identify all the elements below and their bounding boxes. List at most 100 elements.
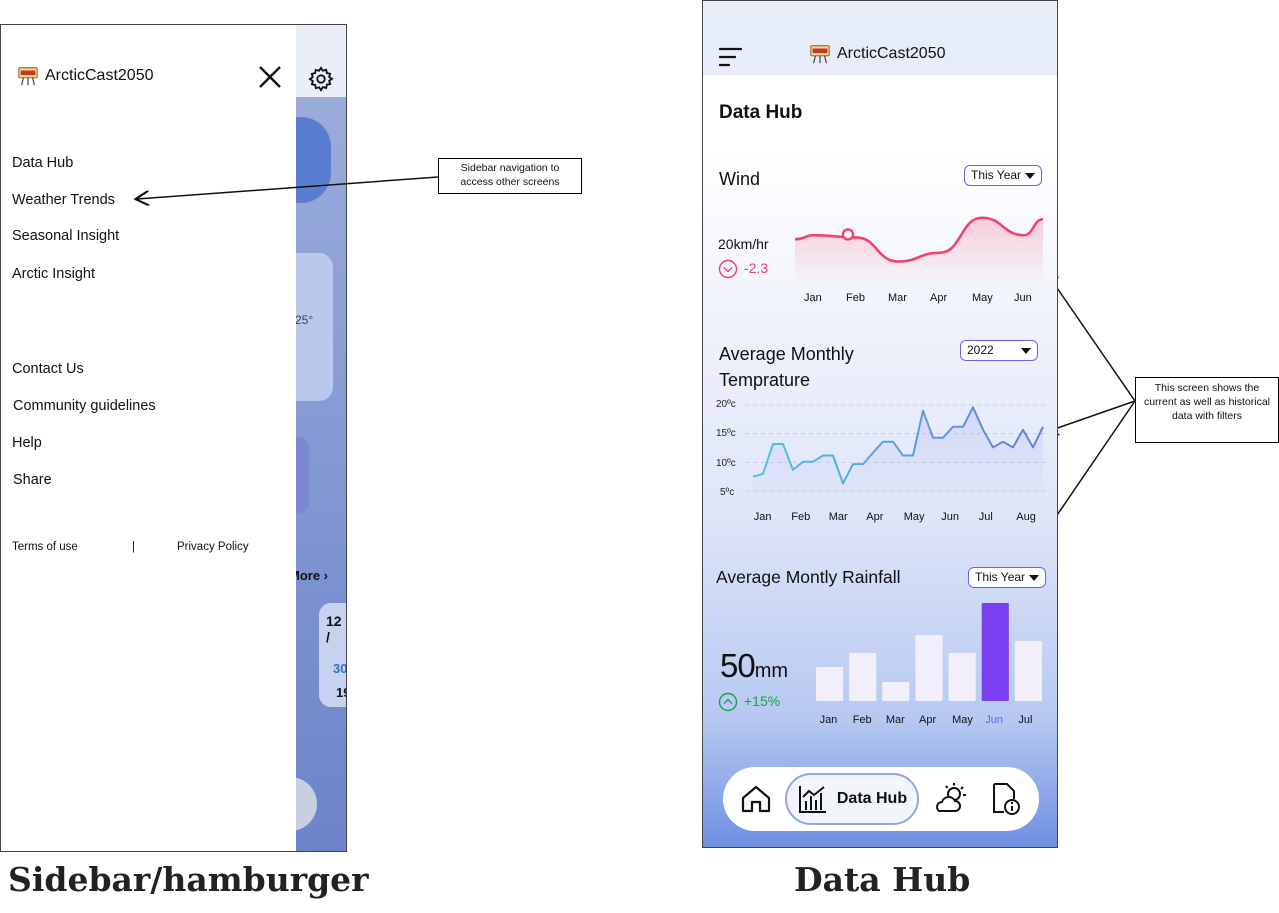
terms-of-use-link[interactable]: Terms of use bbox=[12, 541, 78, 553]
chevron-down-icon bbox=[1029, 575, 1039, 581]
month-label: Jul bbox=[1018, 714, 1033, 726]
temperature-title-line1: Average Monthly bbox=[719, 344, 854, 364]
page-title: Data Hub bbox=[719, 102, 803, 123]
month-label: Jul bbox=[978, 511, 993, 523]
sidebar-phone-screen: 25° More › 12 / 30 19 ArcticCast2050 Dat… bbox=[0, 24, 347, 852]
sidebar-item-help[interactable]: Help bbox=[12, 435, 42, 451]
month-label: Feb bbox=[791, 511, 811, 523]
background-value2-text: 19 bbox=[336, 685, 346, 700]
rainfall-bar-jun bbox=[981, 603, 1009, 701]
nav-data-hub-button[interactable]: Data Hub bbox=[785, 773, 919, 825]
sidebar-item-data-hub[interactable]: Data Hub bbox=[12, 155, 74, 171]
hamburger-menu-icon[interactable] bbox=[719, 47, 743, 67]
background-temp-text: 25° bbox=[295, 313, 314, 327]
temperature-filter-value: 2022 bbox=[967, 343, 994, 357]
wind-line-chart bbox=[794, 216, 1044, 285]
wind-current-value: 20km/hr bbox=[718, 236, 769, 252]
wind-title: Wind bbox=[719, 169, 761, 189]
rainfall-filter-value: This Year bbox=[975, 570, 1026, 584]
temp-y-label-10: 10ºc bbox=[716, 458, 736, 469]
sidebar-item-weather-trends[interactable]: Weather Trends bbox=[12, 192, 115, 208]
rainfall-month-axis: Jan Feb Mar Apr May Jun Jul bbox=[813, 714, 1045, 728]
datahub-callout: This screen shows the current as well as… bbox=[1135, 377, 1279, 443]
temp-y-label-5: 5ºc bbox=[720, 487, 735, 498]
settings-gear-icon[interactable] bbox=[307, 65, 335, 93]
sidebar-item-contact-us[interactable]: Contact Us bbox=[12, 361, 84, 377]
temp-arrow bbox=[1046, 400, 1136, 432]
rainfall-filter-dropdown[interactable]: This Year bbox=[968, 567, 1046, 588]
month-label: Jun bbox=[1014, 292, 1032, 304]
wind-area bbox=[795, 217, 1043, 285]
header-app-name: ArcticCast2050 bbox=[837, 45, 946, 62]
month-label: Jan bbox=[804, 292, 822, 304]
privacy-policy-link[interactable]: Privacy Policy bbox=[177, 541, 249, 553]
month-label: Jun bbox=[941, 511, 959, 523]
sidebar-brand: ArcticCast2050 bbox=[17, 65, 154, 87]
rainfall-change: +15% bbox=[744, 693, 781, 709]
sidebar-item-community-guidelines[interactable]: Community guidelines bbox=[13, 398, 156, 414]
sidebar-drawer: ArcticCast2050 Data Hub Weather Trends S… bbox=[1, 25, 296, 851]
wind-marker-point bbox=[841, 228, 855, 241]
month-label: Feb bbox=[852, 714, 872, 726]
month-label: Jan bbox=[819, 714, 838, 726]
wind-change: -2.3 bbox=[744, 260, 769, 276]
wind-filter-value: This Year bbox=[971, 168, 1022, 182]
weather-sun-cloud-icon[interactable] bbox=[933, 781, 969, 817]
sidebar-item-seasonal-insight[interactable]: Seasonal Insight bbox=[12, 228, 120, 244]
rainfall-value-unit: mm bbox=[754, 660, 789, 682]
arctic-logo-icon bbox=[810, 45, 830, 64]
increase-icon bbox=[718, 692, 738, 712]
month-label: Mar bbox=[888, 292, 907, 304]
arctic-logo-icon bbox=[18, 67, 38, 86]
month-label: Apr bbox=[866, 511, 884, 523]
temp-y-label-15: 15ºc bbox=[716, 428, 736, 439]
month-label: Mar bbox=[828, 511, 848, 523]
chart-icon bbox=[798, 786, 826, 813]
rainfall-bar-jul bbox=[1014, 641, 1042, 701]
rainfall-bar-mar bbox=[882, 682, 910, 701]
temperature-filter-dropdown[interactable]: 2022 bbox=[960, 340, 1038, 361]
rainfall-current-value: 50mm bbox=[720, 647, 788, 685]
datahub-phone-screen: ArcticCast2050 Data Hub Wind This Year 2… bbox=[702, 0, 1058, 848]
document-info-icon[interactable] bbox=[989, 781, 1023, 817]
temp-area bbox=[753, 407, 1043, 499]
sidebar-caption: Sidebar/hamburger bbox=[8, 860, 369, 899]
sidebar-callout: Sidebar navigation to access other scree… bbox=[438, 158, 582, 194]
chevron-down-icon bbox=[1021, 348, 1031, 354]
home-icon[interactable] bbox=[739, 783, 773, 815]
rainfall-bar-apr bbox=[915, 635, 943, 701]
month-label: Jun bbox=[985, 714, 1004, 726]
rainfall-title: Average Montly Rainfall bbox=[716, 567, 901, 587]
sidebar-item-share[interactable]: Share bbox=[13, 472, 52, 488]
app-name: ArcticCast2050 bbox=[45, 67, 154, 84]
rainfall-bar-may bbox=[948, 653, 976, 701]
background-forecast-card bbox=[319, 603, 346, 707]
decrease-icon bbox=[718, 259, 738, 279]
background-date-text: 12 / bbox=[326, 613, 342, 645]
chevron-down-icon bbox=[1025, 173, 1035, 179]
header-brand: ArcticCast2050 bbox=[809, 43, 946, 65]
app-header bbox=[703, 1, 1057, 75]
background-more-link: More › bbox=[289, 568, 329, 583]
bottom-nav-bar: Data Hub bbox=[723, 767, 1039, 831]
footer-separator: | bbox=[132, 541, 135, 553]
month-label: Feb bbox=[846, 292, 865, 304]
month-label: May bbox=[972, 292, 993, 304]
month-label: May bbox=[952, 714, 973, 726]
temperature-title-line2: Temprature bbox=[719, 370, 811, 390]
close-icon[interactable] bbox=[257, 64, 283, 90]
temp-line bbox=[752, 406, 1044, 485]
sidebar-item-arctic-insight[interactable]: Arctic Insight bbox=[12, 266, 95, 282]
wind-arrow bbox=[1046, 272, 1136, 402]
temperature-title: Average Monthly Temprature bbox=[719, 341, 854, 393]
wind-filter-dropdown[interactable]: This Year bbox=[964, 165, 1042, 186]
temperature-month-axis: Jan Feb Mar Apr May Jun Jul Aug bbox=[745, 511, 1045, 525]
nav-data-hub-label: Data Hub bbox=[836, 790, 908, 807]
temperature-line-chart bbox=[745, 404, 1045, 499]
month-label: May bbox=[903, 511, 925, 523]
wind-line bbox=[794, 216, 1044, 263]
rainfall-bar-feb bbox=[849, 653, 877, 701]
month-label: Aug bbox=[1016, 511, 1036, 523]
month-label: Apr bbox=[930, 292, 948, 304]
month-label: Mar bbox=[885, 714, 905, 726]
